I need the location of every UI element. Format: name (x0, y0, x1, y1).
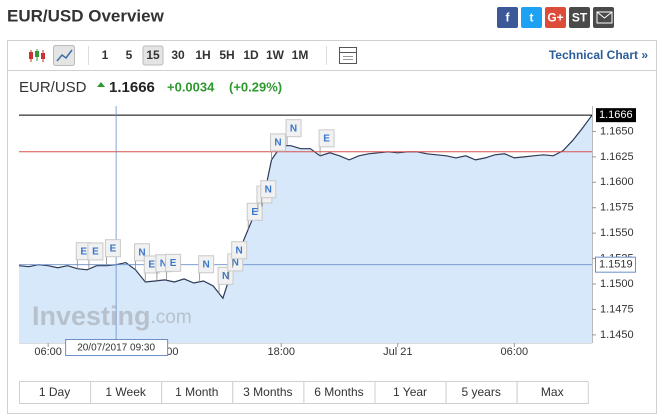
event-label: N (232, 258, 239, 269)
event-label: E (148, 260, 155, 271)
y-tick-label: 1.1450 (600, 329, 634, 341)
event-flag[interactable] (165, 253, 182, 272)
x-tick-label: 18:00 (267, 346, 295, 358)
technical-chart-link[interactable]: Technical Chart » (549, 48, 648, 62)
range-label: 6 Months (314, 385, 363, 399)
range-label: 1 Month (175, 385, 218, 399)
range-label: 1 Week (105, 385, 146, 399)
crosshair-x-tag (65, 339, 169, 356)
y-tick-label: 1.1575 (600, 202, 634, 214)
interval-button[interactable]: 1W (266, 48, 285, 62)
page-title: EUR/USD Overview (7, 6, 165, 25)
interval-button[interactable]: 15 (146, 48, 160, 62)
x-tick-label: 06:00 (501, 346, 529, 358)
y-tick-label: 1.1625 (600, 151, 634, 163)
interval-button[interactable]: 30 (171, 48, 185, 62)
quote-price: 1.1666 (109, 79, 155, 96)
range-button[interactable] (516, 381, 589, 404)
event-label: N (290, 123, 297, 134)
up-arrow (97, 82, 105, 87)
mail-glyph (596, 11, 613, 19)
event-flag[interactable] (231, 241, 248, 260)
share-button[interactable] (497, 7, 518, 28)
y-tick-label: 1.1650 (600, 125, 634, 137)
event-label: E (110, 243, 117, 254)
interval-button[interactable]: 1 (102, 48, 109, 62)
y-tick-label: 1.1550 (600, 227, 634, 239)
line-icon[interactable] (53, 45, 75, 66)
event-label: E (170, 258, 177, 269)
x-tick-label: 06:00 (34, 346, 62, 358)
event-flag[interactable] (318, 129, 335, 148)
range-label: 1 Day (39, 385, 70, 399)
event-flag[interactable] (270, 133, 287, 152)
range-label: 5 years (461, 385, 500, 399)
event-label: E (251, 207, 258, 218)
event-flag[interactable] (198, 255, 215, 274)
y-tick-label: 1.1475 (600, 303, 634, 315)
watermark-brand: Investing (32, 301, 151, 331)
crosshair-y-tag (595, 256, 636, 273)
interval-button[interactable]: 5 (126, 48, 133, 62)
event-flag[interactable] (217, 266, 234, 285)
range-label: Max (541, 385, 564, 399)
event-label: N (236, 245, 243, 256)
watermark: Investing.com (32, 301, 192, 331)
share-button[interactable] (521, 7, 542, 28)
event-label: N (160, 258, 167, 269)
share-label: f (506, 11, 511, 25)
share-label: ST (572, 11, 588, 25)
quote-symbol: EUR/USD (19, 79, 87, 96)
event-label: N (203, 259, 210, 270)
event-label: E (323, 133, 330, 144)
event-flag[interactable] (87, 242, 104, 261)
event-flag[interactable] (246, 202, 263, 221)
candle-icon[interactable] (29, 49, 45, 62)
share-button[interactable] (545, 7, 566, 28)
quote-change: +0.0034 (167, 79, 215, 94)
event-flag[interactable] (260, 180, 277, 199)
share-label: t (530, 11, 534, 25)
quote-change-pct: (+0.29%) (229, 79, 282, 94)
mail-glyph (596, 11, 613, 24)
y-tick-label: 1.1500 (600, 278, 634, 290)
widget-frame (7, 40, 657, 414)
area-fill (19, 115, 592, 343)
event-label: N (138, 247, 145, 258)
event-flag[interactable] (104, 239, 121, 258)
event-flag[interactable] (285, 119, 302, 138)
interval-button[interactable]: 1H (195, 48, 210, 62)
event-label: E (80, 246, 87, 257)
share-button[interactable] (569, 7, 590, 28)
interval-active (142, 45, 164, 66)
y-tick-label: 1.1600 (600, 176, 634, 188)
last-price-label: 1.1666 (599, 109, 633, 121)
event-label: N (222, 271, 229, 282)
crosshair-x-label: 20/07/2017 09:30 (77, 343, 155, 354)
settings-icon[interactable] (339, 47, 357, 64)
interval-button[interactable]: 1M (292, 48, 309, 62)
range-label: 3 Months (243, 385, 292, 399)
x-tick-label: Jul 21 (383, 346, 412, 358)
interval-button[interactable]: 5H (219, 48, 234, 62)
event-label: N (265, 184, 272, 195)
watermark-domain: .com (151, 307, 192, 328)
event-label: N (274, 138, 281, 149)
range-label: 1 Year (393, 385, 427, 399)
crosshair-y-label: 1.1519 (599, 259, 633, 271)
last-price-tag (596, 108, 636, 123)
event-label: E (92, 247, 99, 258)
line-icon-glyph (56, 49, 73, 62)
share-label: G+ (547, 11, 563, 25)
interval-button[interactable]: 1D (243, 48, 259, 62)
